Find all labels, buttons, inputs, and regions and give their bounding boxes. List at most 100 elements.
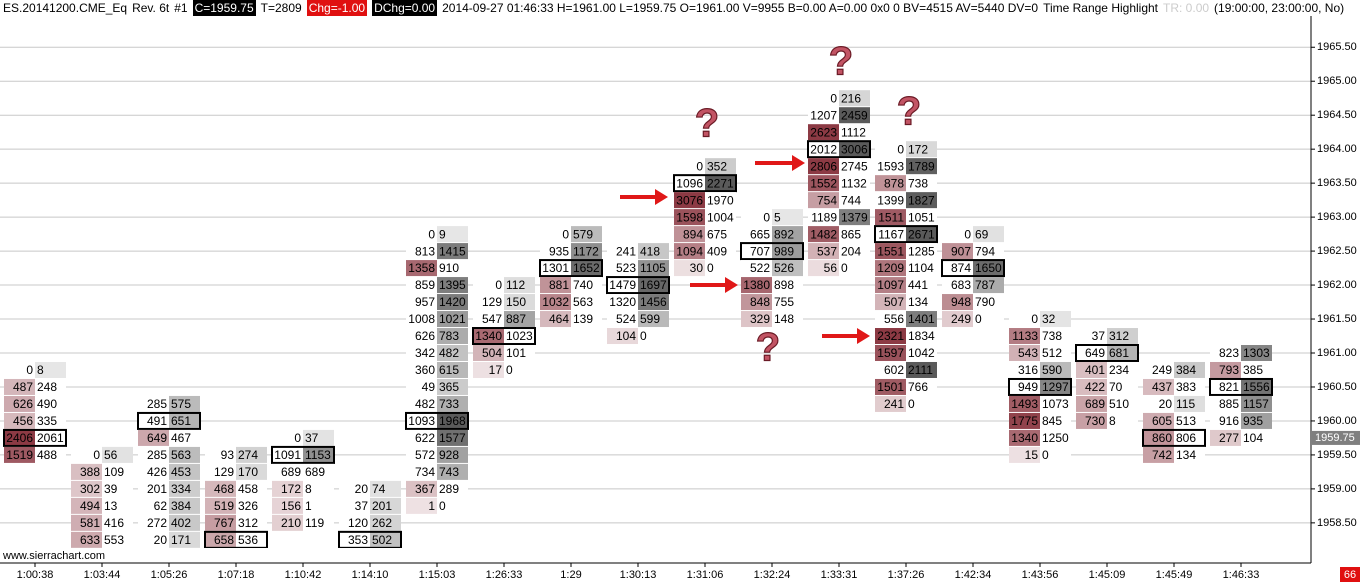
header: ES.20141200.CME_Eq Rev. 6t #1 C=1959.75 … xyxy=(3,0,1344,16)
ask-value: 37 xyxy=(305,431,319,445)
ask-cell xyxy=(839,175,870,192)
ask-value: 766 xyxy=(908,380,928,394)
bid-cell xyxy=(1009,429,1040,446)
bid-value: 602 xyxy=(884,363,904,377)
max-volume-box xyxy=(539,259,603,278)
x-tick-label: 1:43:56 xyxy=(1022,569,1059,581)
ask-cell xyxy=(370,514,401,531)
y-tick-label: 1961.00 xyxy=(1317,347,1357,359)
bid-value: 464 xyxy=(549,312,569,326)
ask-cell xyxy=(1107,378,1138,395)
ask-cell xyxy=(906,158,937,175)
ask-cell xyxy=(571,311,602,328)
ask-value: 651 xyxy=(171,414,191,428)
ask-cell xyxy=(35,395,66,412)
ask-cell xyxy=(169,531,200,548)
question-mark: ? xyxy=(756,326,780,370)
bid-value: 848 xyxy=(750,295,770,309)
bid-value: 821 xyxy=(1219,380,1239,394)
ask-value: 216 xyxy=(841,91,861,105)
bid-cell xyxy=(1076,412,1107,429)
ask-value: 743 xyxy=(439,465,459,479)
ask-cell xyxy=(973,260,1004,277)
ask-value: 1004 xyxy=(707,210,734,224)
y-tick-label: 1961.50 xyxy=(1317,313,1357,325)
bid-value: 581 xyxy=(80,516,100,530)
bid-cell xyxy=(1143,378,1174,395)
bid-cell xyxy=(875,277,906,294)
bid-cell xyxy=(875,294,906,311)
ask-cell xyxy=(906,175,937,192)
x-tick-label: 1:29 xyxy=(560,569,581,581)
bid-value: 1358 xyxy=(408,261,435,275)
ask-cell xyxy=(906,328,937,345)
ask-cell xyxy=(906,141,937,158)
ask-value: 794 xyxy=(975,244,995,258)
rev: Rev. 6t xyxy=(132,1,170,15)
bid-cell xyxy=(808,158,839,175)
bid-value: 1093 xyxy=(408,414,435,428)
ask-cell xyxy=(303,446,334,463)
ask-cell xyxy=(1107,328,1138,345)
ask-cell xyxy=(1040,311,1071,328)
ask-value: 402 xyxy=(171,516,191,530)
bid-cell xyxy=(1009,311,1040,328)
ask-cell xyxy=(1040,429,1071,446)
max-volume-box xyxy=(673,174,737,193)
ask-cell xyxy=(772,209,803,226)
bid-cell xyxy=(406,395,437,412)
last-price-label: 1959.75 xyxy=(1315,432,1355,444)
bid-value: 272 xyxy=(147,516,167,530)
bid-cell xyxy=(406,412,437,429)
bid-value: 120 xyxy=(348,516,368,530)
bid-value: 285 xyxy=(147,448,167,462)
ask-value: 675 xyxy=(707,227,727,241)
bid-cell xyxy=(741,294,772,311)
ask-value: 104 xyxy=(1243,431,1263,445)
ask-cell xyxy=(906,345,937,362)
bid-value: 17 xyxy=(489,363,503,377)
ask-value: 744 xyxy=(841,193,861,207)
x-tick-label: 1:14:10 xyxy=(352,569,389,581)
bid-cell xyxy=(1210,361,1241,378)
bid-value: 935 xyxy=(549,244,569,258)
ask-cell xyxy=(571,294,602,311)
bid-value: 916 xyxy=(1219,414,1239,428)
bid-cell xyxy=(272,463,303,480)
bid-cell xyxy=(138,480,169,497)
ask-cell xyxy=(102,463,133,480)
ask-cell xyxy=(571,243,602,260)
ask-cell xyxy=(1107,395,1138,412)
ask-value: 681 xyxy=(1109,346,1129,360)
dchange: DChg=0.00 xyxy=(372,0,438,16)
bid-cell xyxy=(473,311,504,328)
bid-value: 1380 xyxy=(743,278,770,292)
x-tick-label: 1:45:09 xyxy=(1089,569,1126,581)
bid-cell xyxy=(71,446,102,463)
bid-value: 649 xyxy=(147,431,167,445)
ask-value: 8 xyxy=(1109,414,1116,428)
bid-cell xyxy=(71,531,102,548)
ask-value: 384 xyxy=(171,499,191,513)
bid-value: 0 xyxy=(897,142,904,156)
bid-cell xyxy=(875,378,906,395)
ask-value: 201 xyxy=(372,499,392,513)
bid-value: 1189 xyxy=(811,210,837,224)
ask-cell xyxy=(169,463,200,480)
ask-value: 1379 xyxy=(841,210,868,224)
bid-value: 1008 xyxy=(408,312,435,326)
bid-value: 707 xyxy=(750,244,770,258)
x-tick-label: 1:42:34 xyxy=(955,569,992,581)
ask-value: 1297 xyxy=(1042,380,1069,394)
bid-value: 1511 xyxy=(878,210,904,224)
ask-cell xyxy=(1174,395,1205,412)
ask-cell xyxy=(906,395,937,412)
ask-cell xyxy=(705,158,736,175)
ask-value: 783 xyxy=(439,329,459,343)
bid-cell xyxy=(138,446,169,463)
ask-cell xyxy=(169,412,200,429)
bid-value: 0 xyxy=(696,159,703,173)
ask-cell xyxy=(303,429,334,446)
bid-cell xyxy=(607,260,638,277)
